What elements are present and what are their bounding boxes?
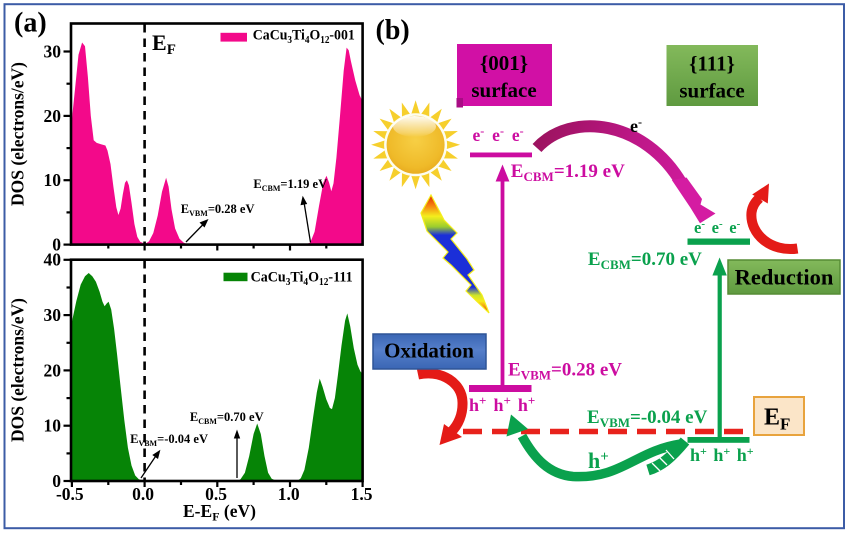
svg-text:30: 30	[44, 41, 62, 61]
svg-text:EVBM=0.28 eV: EVBM=0.28 eV	[508, 360, 622, 383]
svg-text:ECBM=1.19 eV: ECBM=1.19 eV	[511, 161, 625, 184]
svg-text:DOS (electrons/eV): DOS (electrons/eV)	[8, 298, 28, 442]
svg-text:CaCu3Ti4O12-111: CaCu3Ti4O12-111	[251, 270, 353, 289]
svg-text:0: 0	[52, 235, 61, 255]
svg-text:ECBM=0.70 eV: ECBM=0.70 eV	[190, 410, 264, 426]
svg-text:h+ h+ h+: h+ h+ h+	[469, 393, 535, 415]
svg-text:ECBM=0.70 eV: ECBM=0.70 eV	[588, 249, 702, 272]
svg-text:1.0: 1.0	[278, 484, 300, 504]
svg-text:CaCu3Ti4O12-001: CaCu3Ti4O12-001	[253, 28, 355, 47]
svg-text:surface: surface	[679, 79, 744, 103]
svg-text:10: 10	[44, 170, 62, 190]
svg-text:20: 20	[44, 106, 62, 126]
svg-text:40: 40	[44, 250, 62, 270]
svg-text:{111}: {111}	[689, 52, 735, 76]
svg-text:{001}: {001}	[480, 51, 528, 75]
svg-text:e- e- e-: e- e- e-	[694, 218, 741, 237]
svg-text:EVBM=-0.04 eV: EVBM=-0.04 eV	[587, 407, 708, 430]
svg-text:surface: surface	[471, 78, 536, 102]
svg-text:20: 20	[44, 360, 62, 380]
svg-text:30: 30	[44, 305, 62, 325]
svg-text:e-: e-	[630, 115, 642, 136]
svg-text:EVBM=0.28 eV: EVBM=0.28 eV	[181, 202, 255, 218]
svg-text:Oxidation: Oxidation	[384, 339, 474, 363]
svg-text:e- e- e-: e- e- e-	[473, 124, 524, 145]
svg-text:E-EF (eV): E-EF (eV)	[183, 501, 256, 524]
svg-text:(b): (b)	[376, 15, 410, 46]
svg-text:DOS (electrons/eV): DOS (electrons/eV)	[8, 62, 28, 206]
svg-text:-0.5: -0.5	[56, 484, 84, 504]
svg-text:0.5: 0.5	[205, 484, 227, 504]
svg-text:ECBM=1.19 eV: ECBM=1.19 eV	[253, 177, 327, 193]
svg-text:(a): (a)	[14, 8, 47, 39]
svg-text:h+ h+ h+: h+ h+ h+	[690, 444, 754, 465]
svg-text:1.5: 1.5	[351, 484, 373, 504]
svg-text:Reduction: Reduction	[735, 265, 834, 290]
svg-text:EF: EF	[152, 30, 176, 58]
svg-text:0: 0	[52, 471, 61, 491]
svg-text:10: 10	[44, 416, 62, 436]
svg-text:EVBM=-0.04 eV: EVBM=-0.04 eV	[130, 432, 208, 448]
svg-text:0.0: 0.0	[132, 484, 154, 504]
